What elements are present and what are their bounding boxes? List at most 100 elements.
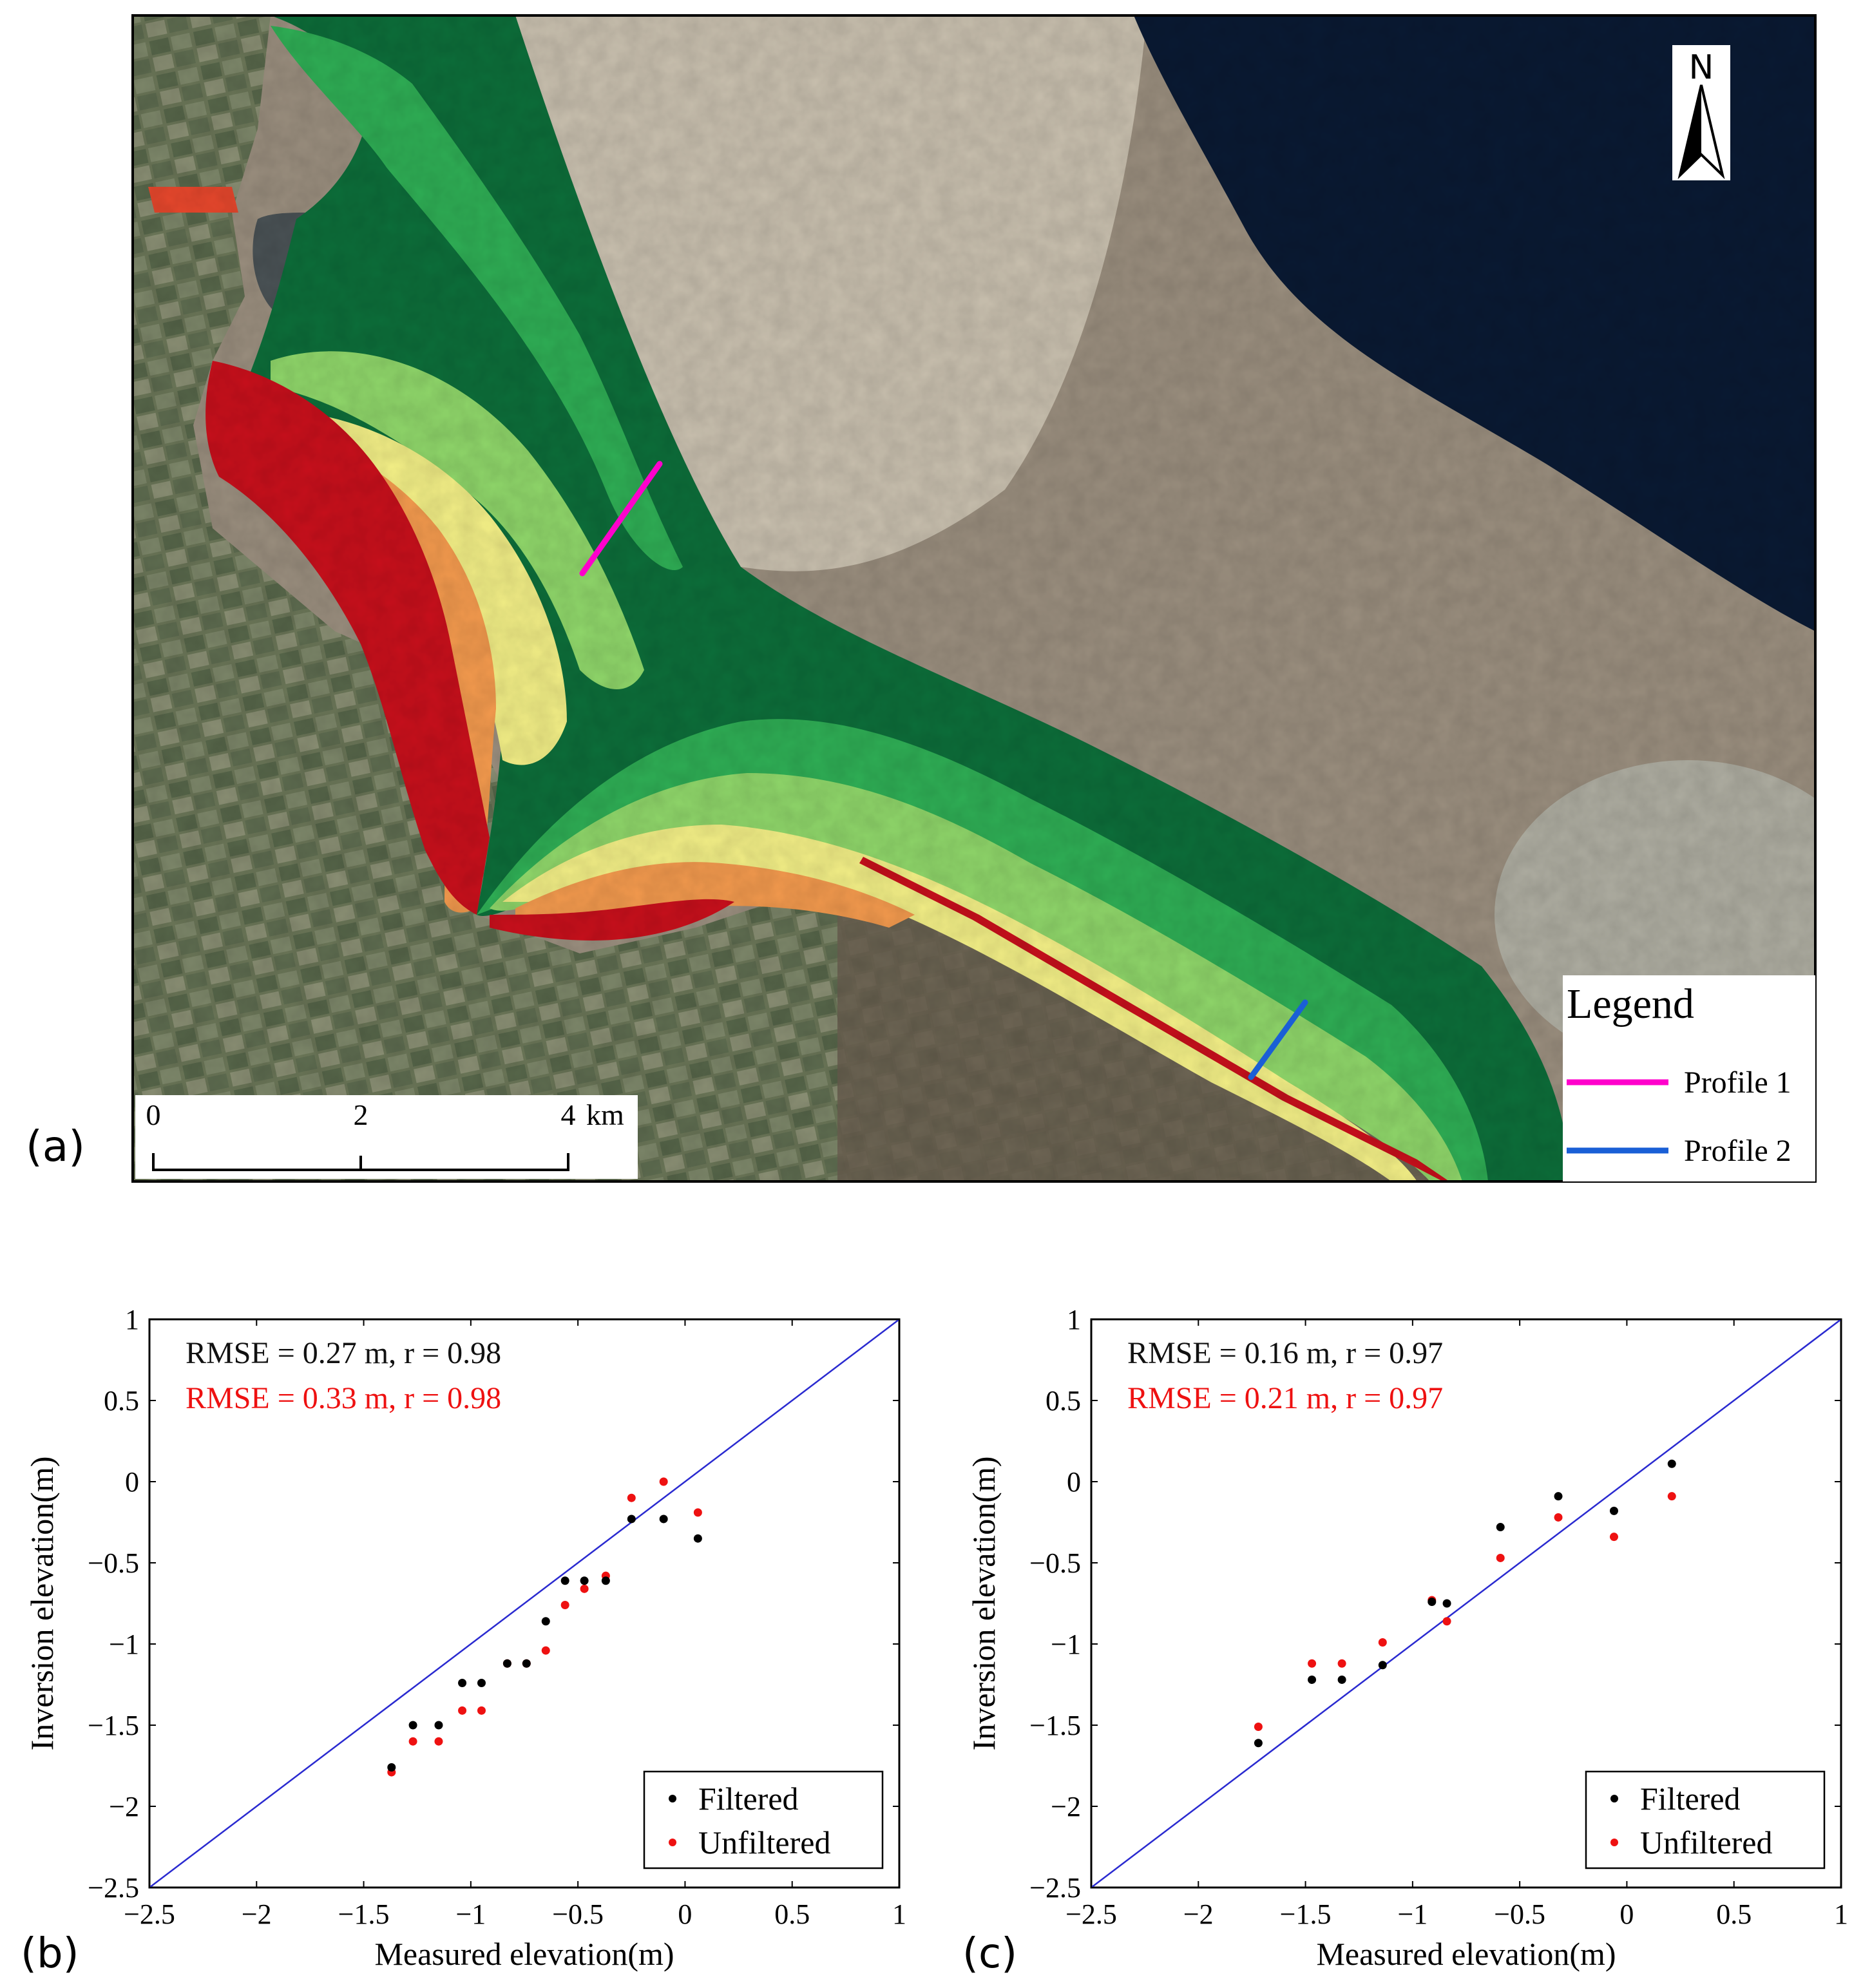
scale-unit: km xyxy=(586,1098,624,1131)
map-texture xyxy=(133,15,1815,1181)
data-point xyxy=(1378,1661,1387,1670)
data-point xyxy=(659,1515,668,1524)
annotation-unfiltered-stats: RMSE = 0.21 m, r = 0.97 xyxy=(1127,1381,1443,1415)
data-point xyxy=(434,1737,443,1746)
x-axis-label: Measured elevation(m) xyxy=(374,1936,674,1972)
identity-line xyxy=(149,1319,900,1888)
data-point xyxy=(1554,1513,1563,1522)
data-point xyxy=(387,1763,396,1772)
legend-marker-unfiltered xyxy=(1610,1839,1618,1846)
data-point xyxy=(1308,1659,1317,1668)
x-tick-label: −2 xyxy=(1183,1898,1214,1930)
series-filtered xyxy=(1254,1459,1676,1748)
y-axis-ticks: −2.5 −2 −1.5 −1 −0.5 0 0.5 1 xyxy=(88,1304,899,1904)
legend-marker-filtered xyxy=(669,1795,676,1802)
x-tick-label: −1.5 xyxy=(338,1898,390,1930)
scale-bar: 0 2 4 km xyxy=(135,1095,638,1179)
x-tick-label: −1.5 xyxy=(1280,1898,1332,1930)
north-arrow-half-icon xyxy=(1680,85,1701,175)
data-point xyxy=(580,1584,589,1593)
legend-marker-unfiltered xyxy=(669,1839,676,1846)
data-point xyxy=(627,1493,636,1502)
map-legend: Legend Profile 1 Profile 2 xyxy=(1563,975,1815,1181)
scale-tick-label-2: 2 xyxy=(354,1098,368,1131)
y-tick-label: −1 xyxy=(1051,1629,1081,1660)
data-point xyxy=(1554,1492,1563,1501)
profile-2-line xyxy=(1248,999,1308,1080)
scale-bar-box xyxy=(135,1095,638,1179)
y-tick-label: 1 xyxy=(125,1304,139,1335)
legend-label-filtered: Filtered xyxy=(1640,1781,1741,1817)
data-point xyxy=(580,1576,589,1585)
data-point xyxy=(522,1659,531,1668)
x-axis-label: Measured elevation(m) xyxy=(1316,1936,1616,1972)
x-tick-label: −0.5 xyxy=(552,1898,604,1930)
y-tick-label: −2 xyxy=(109,1791,139,1822)
scale-bar-line xyxy=(152,1153,569,1171)
data-point xyxy=(1496,1553,1505,1562)
legend-label-unfiltered: Unfiltered xyxy=(698,1824,830,1860)
north-arrow-letter: N xyxy=(1689,48,1714,87)
x-tick-label: −0.5 xyxy=(1494,1898,1545,1930)
profile-1-line xyxy=(579,461,663,577)
data-point xyxy=(1442,1617,1451,1626)
legend-label-profile-1: Profile 1 xyxy=(1684,1066,1791,1100)
y-axis-label: Inversion elevation(m) xyxy=(24,1457,60,1751)
legend-label-unfiltered: Unfiltered xyxy=(1640,1824,1772,1860)
scale-tick-label-0: 0 xyxy=(146,1098,161,1131)
y-tick-label: −1.5 xyxy=(1029,1710,1081,1741)
panel-a-label: (a) xyxy=(26,1122,85,1171)
data-point xyxy=(502,1659,511,1668)
y-tick-label: −0.5 xyxy=(88,1547,139,1579)
data-point xyxy=(560,1601,569,1610)
y-tick-label: 0.5 xyxy=(104,1385,139,1417)
map-legend-title: Legend xyxy=(1567,980,1694,1027)
data-point xyxy=(408,1721,417,1730)
data-point xyxy=(601,1576,610,1585)
y-tick-label: −1 xyxy=(109,1629,139,1660)
annotation-filtered-stats: RMSE = 0.27 m, r = 0.98 xyxy=(186,1336,501,1370)
map-legend-box xyxy=(1563,975,1815,1181)
x-tick-label: −2.5 xyxy=(1065,1898,1117,1930)
x-tick-label: 0.5 xyxy=(774,1898,810,1930)
legend-marker-filtered xyxy=(1610,1795,1618,1802)
data-point xyxy=(1337,1675,1346,1684)
data-point xyxy=(1254,1739,1263,1748)
x-tick-label: −1 xyxy=(455,1898,486,1930)
chart-legend: Filtered Unfiltered xyxy=(643,1770,884,1869)
y-tick-label: −2 xyxy=(1051,1791,1081,1822)
x-tick-label: −2 xyxy=(242,1898,272,1930)
data-point xyxy=(477,1706,486,1715)
data-point xyxy=(1308,1675,1317,1684)
panel-c-label: (c) xyxy=(962,1930,1017,1978)
x-tick-label: −2.5 xyxy=(124,1898,175,1930)
y-tick-label: −0.5 xyxy=(1029,1547,1081,1579)
y-tick-label: −1.5 xyxy=(88,1710,139,1741)
map-panel: N 0 2 4 km Legend Profile 1 Profile 2 (a… xyxy=(26,14,1817,1183)
x-axis-ticks: −2.5 −2 −1.5 −1 −0.5 0 0.5 1 xyxy=(1065,1319,1848,1930)
y-tick-label: −2.5 xyxy=(88,1872,139,1904)
series-unfiltered xyxy=(1254,1492,1676,1732)
data-point xyxy=(408,1737,417,1746)
chart-legend-box xyxy=(643,1770,884,1869)
data-point xyxy=(1667,1459,1676,1468)
data-point xyxy=(1378,1638,1387,1647)
y-axis-label: Inversion elevation(m) xyxy=(966,1457,1002,1751)
data-point xyxy=(434,1721,443,1730)
scale-tick-label-4: 4 xyxy=(561,1098,576,1131)
legend-label-profile-2: Profile 2 xyxy=(1684,1134,1791,1168)
y-tick-label: 0 xyxy=(125,1466,139,1498)
x-axis-ticks: −2.5 −2 −1.5 −1 −0.5 0 0.5 1 xyxy=(124,1319,906,1930)
identity-line xyxy=(1091,1319,1842,1888)
scatter-chart-c: −2.5 −2 −1.5 −1 −0.5 0 0.5 1 −2.5 −2 −1.5 −1 −0.5 0 0… xyxy=(962,1304,1848,1978)
data-point xyxy=(458,1678,467,1687)
data-point xyxy=(541,1646,550,1655)
data-point xyxy=(1442,1599,1451,1608)
data-point xyxy=(627,1515,636,1524)
legend-label-filtered: Filtered xyxy=(698,1781,799,1817)
data-point xyxy=(1609,1533,1618,1542)
data-point xyxy=(560,1576,569,1585)
data-point xyxy=(1337,1659,1346,1668)
data-point xyxy=(693,1508,702,1517)
